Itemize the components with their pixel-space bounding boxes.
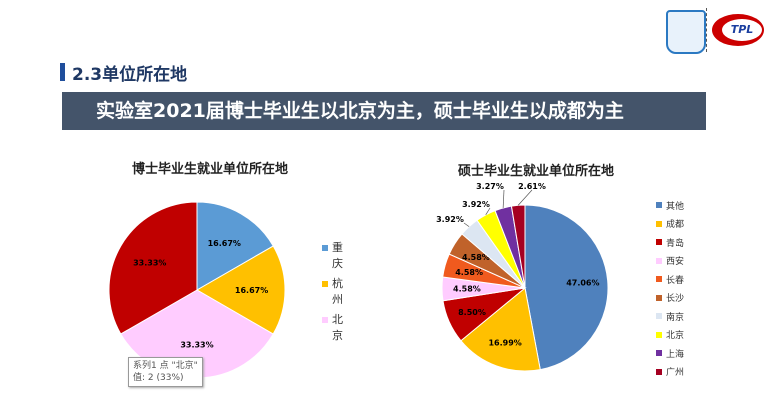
legend-label: 上海 (666, 349, 685, 360)
legend-label: 西安 (666, 257, 685, 268)
legend-label: 长沙 (666, 294, 685, 305)
legend-entry: 成都 (656, 215, 684, 234)
university-logo (666, 10, 706, 54)
data-label: 4.58% (462, 253, 490, 262)
master-chart-title: 硕士毕业生就业单位所在地 (458, 164, 615, 179)
legend-swatch (656, 257, 662, 264)
legend-entry: 重庆 (322, 240, 346, 276)
legend-swatch (656, 350, 662, 357)
legend-swatch (656, 331, 662, 338)
data-label: 33.33% (180, 341, 213, 350)
legend-label: 长春 (666, 275, 685, 286)
pie-slice-成都[interactable] (460, 287, 541, 372)
data-label: 16.67% (235, 286, 268, 295)
tooltip-series: 系列1 点 "北京" (133, 361, 198, 371)
leader-line (502, 189, 505, 208)
legend-entry: 其他 (656, 196, 684, 215)
legend-swatch (656, 294, 662, 301)
master-legend: 其他成都青岛西安长春长沙南京北京上海广州 (656, 196, 684, 381)
legend-label: 其他 (666, 201, 685, 212)
data-label: 4.58% (455, 268, 483, 277)
data-label: 3.27% (476, 182, 504, 191)
legend-label: 北京 (332, 313, 343, 342)
legend-label: 重庆 (332, 241, 343, 270)
pie-slice-杭州[interactable] (196, 245, 286, 335)
pie-slice-重庆[interactable] (196, 201, 274, 291)
legend-entry: 广州 (656, 363, 684, 382)
data-label: 16.99% (488, 339, 521, 348)
section-title: 2.3单位所在地 (72, 65, 188, 85)
legend-entry: 长春 (656, 270, 684, 289)
phd-chart-title: 博士毕业生就业单位所在地 (132, 162, 289, 177)
pie-slice-其他[interactable] (108, 201, 198, 335)
legend-swatch (322, 281, 328, 287)
legend-entry: 杭州 (322, 276, 346, 312)
legend-swatch (656, 276, 662, 283)
data-label: 8.50% (458, 308, 486, 317)
data-label: 3.92% (436, 215, 464, 224)
tpl-logo: TPL (712, 14, 764, 46)
tpl-logo-text: TPL (722, 19, 762, 41)
legend-entry: 青岛 (656, 233, 684, 252)
headline-banner: 实验室2021届博士毕业生以北京为主，硕士毕业生以成都为主 (62, 92, 706, 130)
data-label: 16.67% (208, 239, 241, 248)
legend-swatch (322, 317, 328, 323)
data-label: 33.33% (133, 259, 166, 268)
phd-legend: 重庆 杭州 北京 (322, 240, 346, 348)
legend-label: 南京 (666, 312, 685, 323)
data-label: 4.58% (453, 285, 481, 294)
legend-swatch (656, 313, 662, 320)
legend-label: 成都 (666, 220, 685, 231)
legend-label: 北京 (666, 331, 685, 342)
legend-swatch (656, 220, 662, 227)
pie-slice-其他[interactable] (524, 204, 609, 371)
leader-line (485, 207, 491, 216)
legend-swatch (656, 368, 662, 375)
logo-divider (706, 8, 707, 52)
data-label: 47.06% (566, 279, 599, 288)
data-label: 2.61% (518, 182, 546, 191)
legend-swatch (322, 245, 328, 251)
tooltip-value: 值: 2 (33%) (133, 373, 184, 383)
section-accent-bar (60, 63, 65, 81)
legend-label: 广州 (666, 368, 685, 379)
legend-entry: 北京 (656, 326, 684, 345)
chart-tooltip: 系列1 点 "北京" 值: 2 (33%) (128, 357, 203, 387)
leader-line (517, 189, 533, 206)
legend-swatch (656, 202, 662, 209)
data-label: 3.92% (462, 200, 490, 209)
leader-line (463, 222, 470, 227)
legend-label: 杭州 (332, 277, 343, 306)
legend-entry: 南京 (656, 307, 684, 326)
legend-entry: 上海 (656, 344, 684, 363)
legend-entry: 北京 (322, 312, 346, 348)
legend-label: 青岛 (666, 238, 685, 249)
legend-swatch (656, 239, 662, 246)
legend-entry: 西安 (656, 252, 684, 271)
legend-entry: 长沙 (656, 289, 684, 308)
